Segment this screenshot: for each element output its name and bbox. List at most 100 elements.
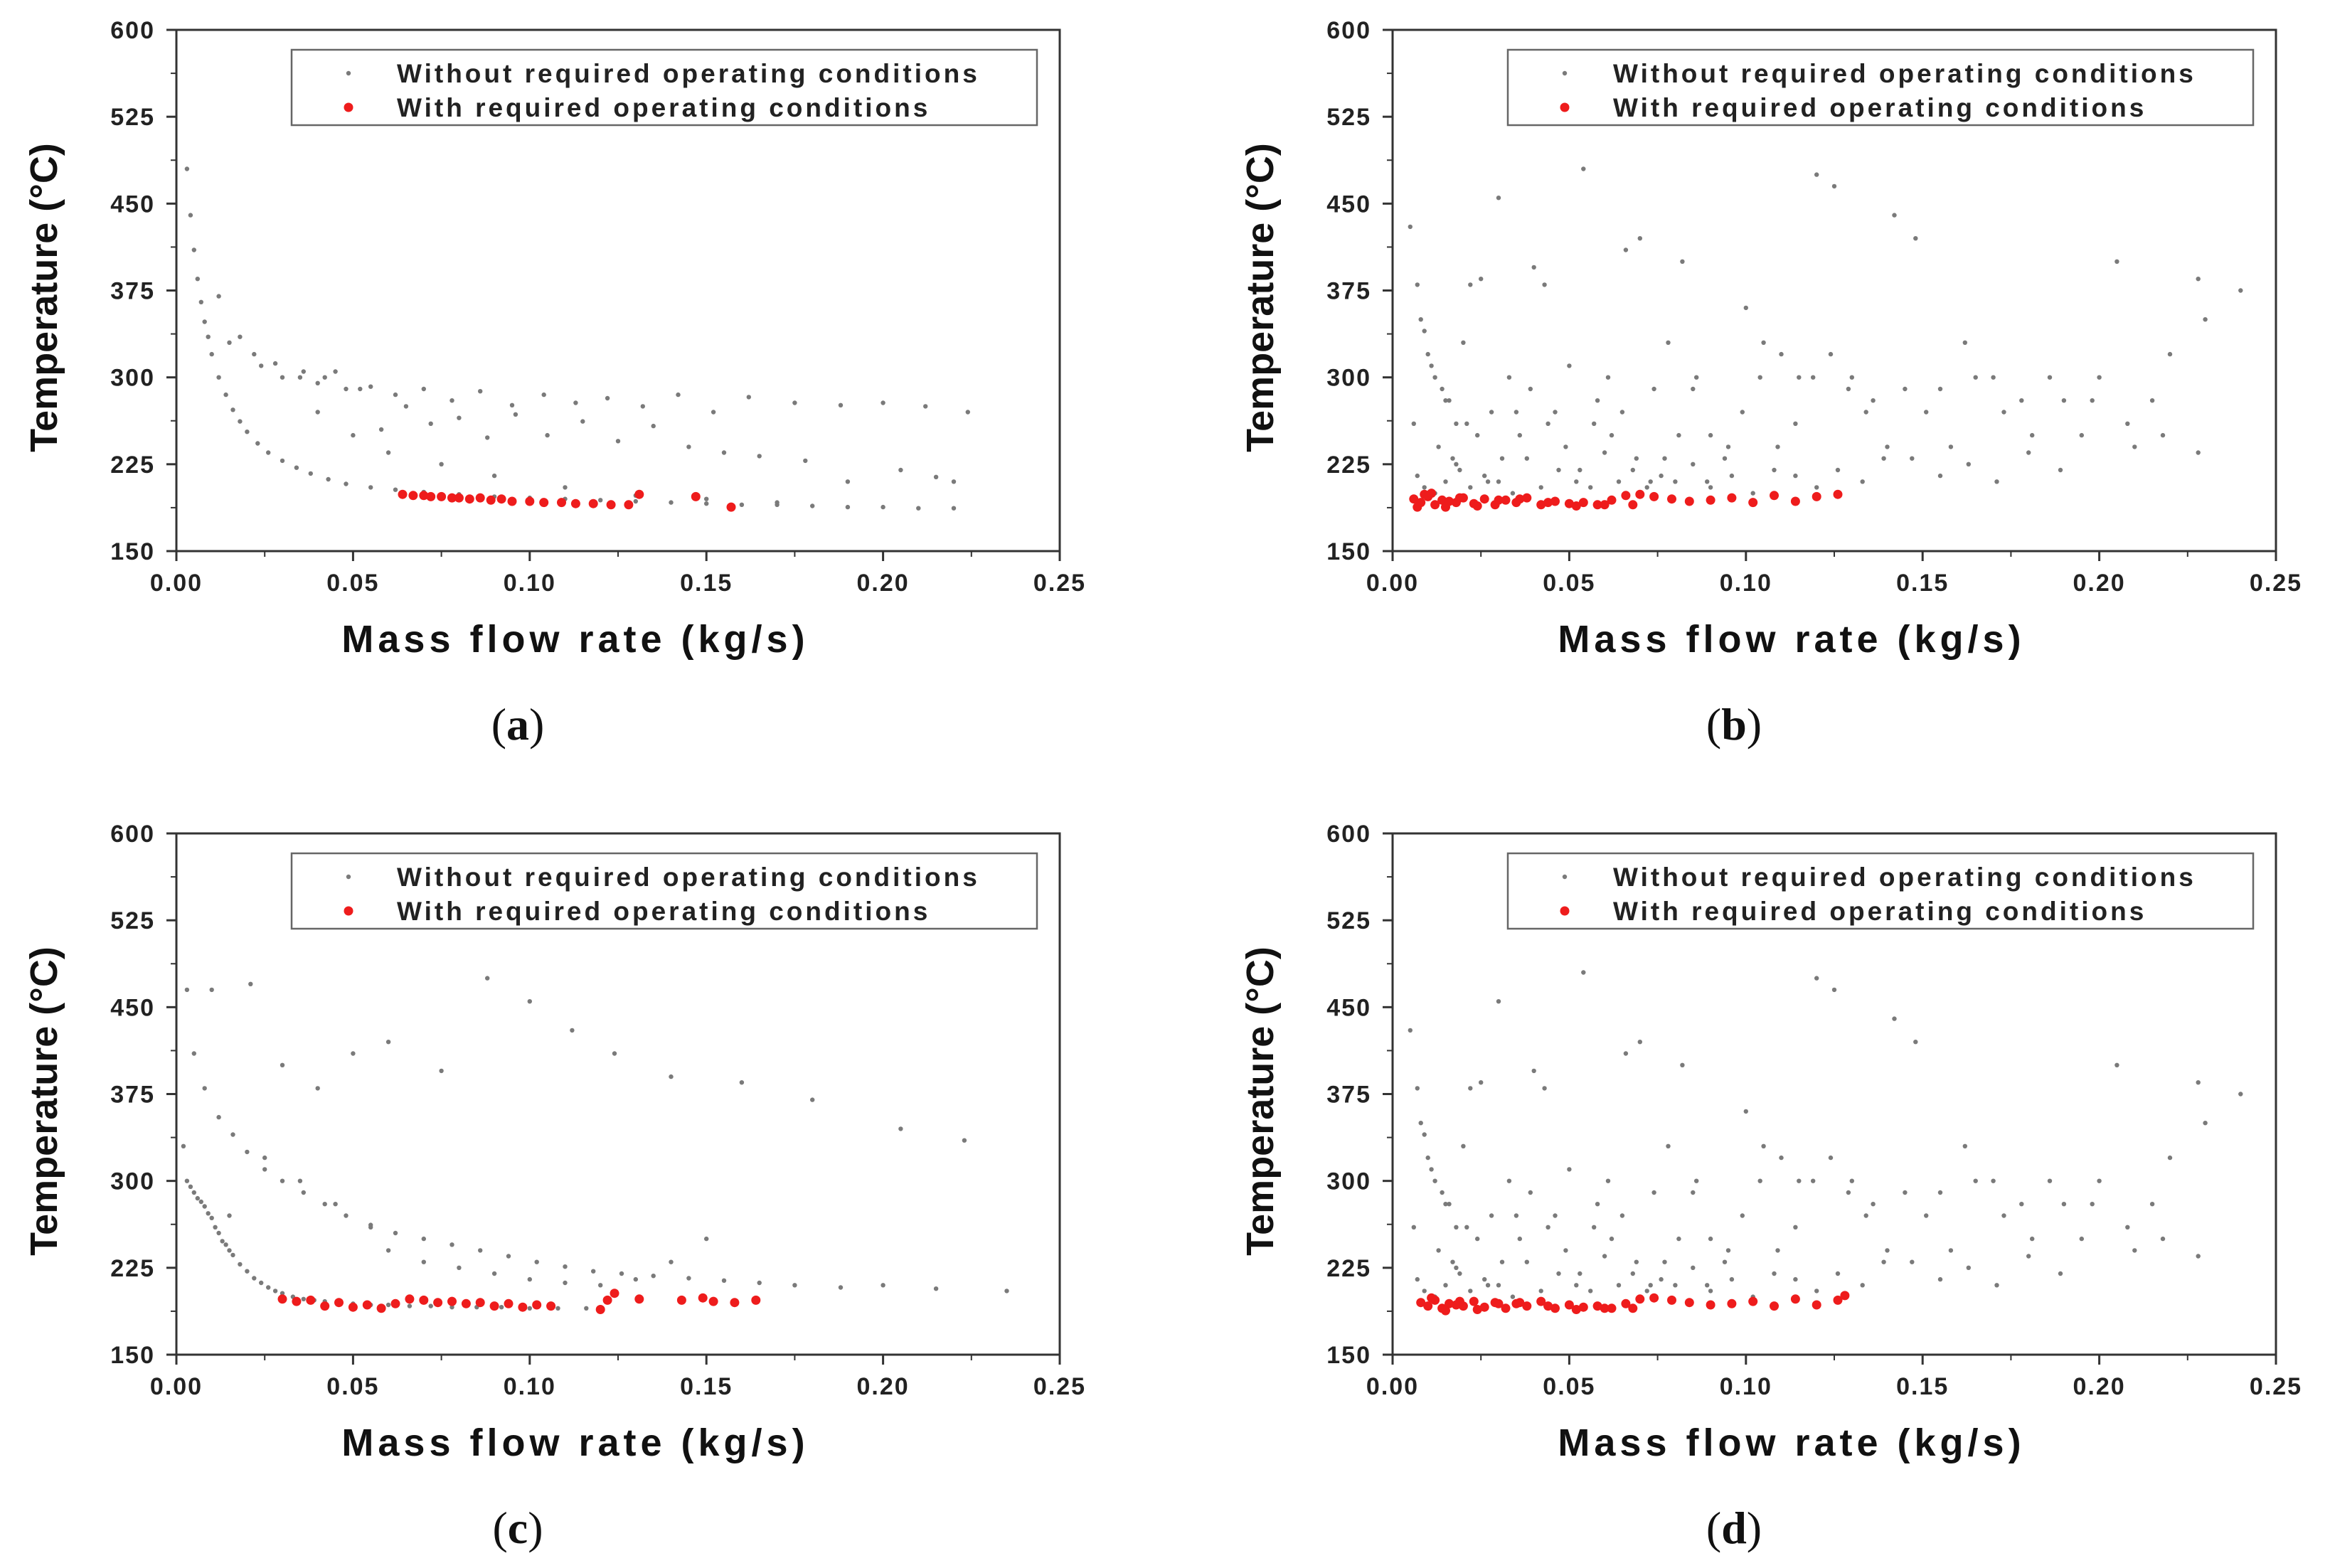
without-conditions-point	[898, 467, 903, 473]
without-conditions-point	[1750, 491, 1755, 496]
without-conditions-point	[1553, 1213, 1558, 1218]
without-conditions-point	[1779, 351, 1784, 357]
plot-area: 0.00 0.05 0.10 0.15 0.20 0.25 150 225 300 375 450 5…	[23, 17, 1086, 750]
with-conditions-point	[362, 1300, 372, 1310]
panel-caption: (c)	[492, 1503, 543, 1553]
without-conditions-point	[1485, 479, 1491, 484]
without-conditions-point	[2160, 1236, 2166, 1242]
without-conditions-point	[923, 404, 928, 409]
without-conditions-point	[1779, 1155, 1784, 1161]
x-tick-label: 0.05	[326, 1373, 379, 1400]
without-conditions-point	[721, 450, 727, 455]
caption-open-paren: (	[492, 1503, 507, 1553]
without-conditions-point	[881, 1283, 885, 1288]
legend-label-without: Without required operating conditions	[1613, 863, 2196, 892]
x-tick-label: 0.25	[1033, 570, 1086, 597]
without-conditions-point	[2114, 259, 2119, 264]
without-conditions-point	[1846, 386, 1851, 392]
legend-label-with: With required operating conditions	[397, 897, 930, 926]
without-conditions-point	[1705, 479, 1710, 484]
without-conditions-point	[1634, 456, 1639, 461]
y-tick-label: 375	[110, 278, 155, 305]
without-conditions-point	[1422, 1132, 1427, 1137]
with-conditions-point	[1550, 1303, 1560, 1313]
without-conditions-point	[248, 981, 253, 986]
without-conditions-point	[2167, 351, 2173, 357]
without-conditions-point	[385, 1302, 391, 1308]
without-conditions-point	[1630, 467, 1635, 473]
without-conditions-point	[1863, 1213, 1868, 1218]
x-tick-label: 0.15	[1896, 1373, 1949, 1400]
without-conditions-point	[1757, 375, 1762, 380]
without-conditions-point	[1757, 1178, 1762, 1183]
without-conditions-point	[1595, 1202, 1600, 1207]
legend-label-without: Without required operating conditions	[1613, 59, 2196, 88]
caption-open-paren: (	[1706, 1503, 1721, 1553]
x-tick-label: 0.05	[326, 570, 379, 597]
with-conditions-point	[475, 1298, 485, 1308]
with-conditions-point	[1649, 1293, 1659, 1303]
without-conditions-point	[2079, 432, 2084, 438]
without-conditions-point	[1761, 340, 1766, 345]
caption-close-paren: )	[1747, 1503, 1762, 1553]
legend-label-without: Without required operating conditions	[397, 59, 980, 88]
legend: Without required operating conditions Wit…	[290, 48, 1038, 127]
without-conditions-point	[1793, 1276, 1798, 1282]
legend: Without required operating conditions Wit…	[1506, 48, 2255, 127]
without-conditions-point	[881, 504, 885, 510]
y-tick-label: 375	[110, 1082, 155, 1109]
without-conditions-point	[838, 1285, 844, 1290]
with-conditions-point	[1770, 1301, 1779, 1311]
with-conditions-point	[1706, 1300, 1715, 1310]
without-conditions-point	[1708, 1289, 1713, 1294]
without-conditions-point	[1708, 432, 1713, 438]
with-conditions-point	[676, 1295, 686, 1305]
y-tick-label: 600	[110, 821, 155, 848]
without-conditions-point	[280, 1062, 285, 1067]
with-conditions-point	[1833, 489, 1843, 499]
with-conditions-point	[1635, 1294, 1645, 1304]
without-conditions-point	[1680, 1062, 1685, 1067]
without-conditions-point	[1457, 467, 1462, 473]
without-conditions-point	[711, 410, 716, 415]
without-conditions-point	[1705, 1283, 1710, 1288]
without-conditions-point	[2061, 1202, 2067, 1207]
without-conditions-point	[1464, 421, 1469, 426]
without-conditions-point	[1743, 305, 1748, 311]
without-conditions-point	[245, 1149, 250, 1155]
x-tick-label: 0.00	[150, 1373, 203, 1400]
with-conditions-point	[334, 1298, 344, 1308]
y-tick-label: 600	[1326, 17, 1371, 44]
without-conditions-point	[1651, 386, 1656, 392]
without-conditions-point	[280, 458, 285, 464]
caption-letter: b	[1721, 699, 1747, 750]
without-conditions-point	[326, 476, 331, 482]
without-conditions-point	[1775, 444, 1780, 449]
y-tick-label: 450	[1326, 994, 1371, 1021]
without-conditions-point	[1499, 1259, 1505, 1264]
without-conditions-point	[1973, 1178, 1978, 1183]
without-conditions-point	[485, 435, 490, 440]
without-conditions-point	[1468, 1289, 1473, 1294]
with-conditions-point	[1479, 494, 1489, 504]
without-conditions-point	[1602, 1254, 1607, 1259]
without-conditions-point	[1411, 1225, 1416, 1230]
without-conditions-point	[1496, 999, 1501, 1004]
without-conditions-point	[1482, 473, 1487, 479]
without-conditions-point	[245, 430, 250, 434]
without-conditions-point	[259, 1280, 264, 1286]
without-conditions-point	[1881, 1259, 1886, 1264]
legend-box	[1506, 852, 2255, 930]
without-conditions-point	[2001, 410, 2006, 415]
with-conditions-point	[1494, 495, 1504, 505]
without-conditions-point	[449, 1242, 454, 1247]
x-axis-title: Mass flow rate (kg/s)	[341, 1422, 809, 1464]
with-conditions-point	[1416, 1298, 1426, 1308]
without-conditions-point	[1468, 485, 1473, 490]
without-conditions-point	[220, 1239, 225, 1244]
with-conditions-point	[546, 1301, 556, 1311]
without-conditions-point	[1651, 1190, 1656, 1195]
without-conditions-point	[1499, 456, 1505, 461]
without-conditions-point	[704, 496, 709, 501]
legend-label-without: Without required operating conditions	[397, 863, 980, 892]
